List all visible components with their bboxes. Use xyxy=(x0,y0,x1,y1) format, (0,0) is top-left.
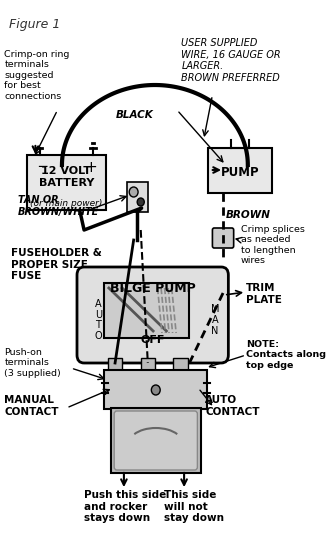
FancyBboxPatch shape xyxy=(208,148,272,193)
Text: OFF: OFF xyxy=(141,335,165,345)
Text: TRIM
PLATE: TRIM PLATE xyxy=(246,283,282,305)
Text: M
A
N: M A N xyxy=(211,304,219,336)
Text: A
U
T
O: A U T O xyxy=(94,299,102,341)
Text: TAN OR
BROWN/WHITE: TAN OR BROWN/WHITE xyxy=(18,195,99,217)
Text: Crimp splices
as needed
to lengthen
wires: Crimp splices as needed to lengthen wire… xyxy=(241,225,305,265)
FancyBboxPatch shape xyxy=(77,267,228,363)
Circle shape xyxy=(151,385,160,395)
Text: Push-on
terminals
(3 supplied): Push-on terminals (3 supplied) xyxy=(4,348,61,378)
FancyBboxPatch shape xyxy=(114,411,198,470)
Text: USER SUPPLIED
WIRE, 16 GAUGE OR
LARGER.
BROWN PREFERRED: USER SUPPLIED WIRE, 16 GAUGE OR LARGER. … xyxy=(182,38,281,83)
Text: BILGE PUMP: BILGE PUMP xyxy=(110,283,196,295)
Text: +: + xyxy=(84,160,97,175)
Text: Crimp-on ring
terminals
suggested
for best
connections: Crimp-on ring terminals suggested for be… xyxy=(4,50,70,101)
Text: AUTO
CONTACT: AUTO CONTACT xyxy=(205,395,260,417)
Text: ─: ─ xyxy=(38,160,47,174)
FancyBboxPatch shape xyxy=(141,358,155,372)
Text: Figure 1: Figure 1 xyxy=(9,18,60,31)
FancyBboxPatch shape xyxy=(108,358,122,372)
Text: BROWN: BROWN xyxy=(226,210,271,220)
FancyBboxPatch shape xyxy=(111,408,201,473)
Text: MANUAL
CONTACT: MANUAL CONTACT xyxy=(4,395,59,417)
Text: Push this side
and rocker
stays down: Push this side and rocker stays down xyxy=(84,490,166,523)
Text: PUMP: PUMP xyxy=(220,167,259,179)
FancyBboxPatch shape xyxy=(126,182,148,212)
Text: This side
will not
stay down: This side will not stay down xyxy=(164,490,224,523)
Circle shape xyxy=(129,187,138,197)
FancyBboxPatch shape xyxy=(105,283,189,338)
FancyBboxPatch shape xyxy=(212,228,234,248)
Text: BLACK: BLACK xyxy=(116,110,153,120)
Text: 12 VOLT
BATTERY: 12 VOLT BATTERY xyxy=(39,166,94,188)
Text: (or main power): (or main power) xyxy=(30,198,103,208)
FancyBboxPatch shape xyxy=(174,358,188,372)
FancyBboxPatch shape xyxy=(27,155,106,210)
FancyBboxPatch shape xyxy=(105,370,207,409)
Text: FUSEHOLDER &
PROPER SIZE
FUSE: FUSEHOLDER & PROPER SIZE FUSE xyxy=(11,248,101,281)
Circle shape xyxy=(137,198,144,206)
Text: NOTE:
Contacts along
top edge: NOTE: Contacts along top edge xyxy=(246,340,326,370)
